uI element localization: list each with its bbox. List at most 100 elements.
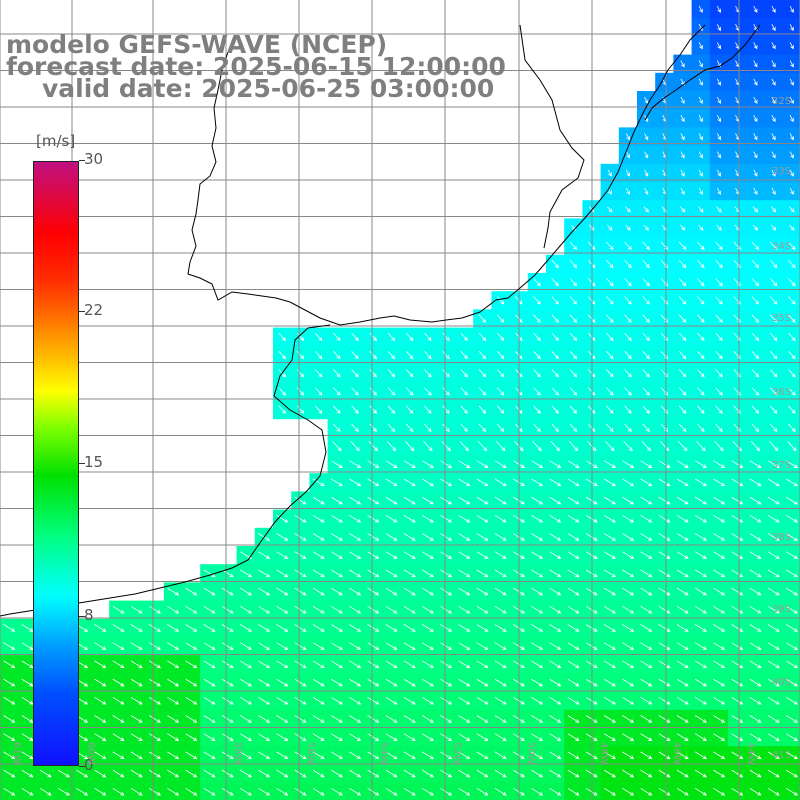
wind-arrow bbox=[403, 496, 416, 505]
wind-arrow bbox=[57, 769, 70, 778]
wind-arrow bbox=[694, 769, 707, 778]
wind-arrow bbox=[642, 350, 650, 360]
wind-arrow bbox=[640, 569, 653, 578]
wind-arrow bbox=[698, 96, 703, 104]
wind-arrow bbox=[694, 569, 707, 578]
wind-arrow bbox=[312, 678, 325, 687]
wind-arrow bbox=[221, 733, 234, 741]
wind-arrow bbox=[549, 587, 562, 596]
wind-arrow bbox=[312, 569, 325, 578]
wind-cell bbox=[782, 72, 800, 92]
wind-arrow bbox=[567, 460, 580, 468]
wind-arrow bbox=[330, 587, 343, 596]
wind-arrow bbox=[716, 169, 721, 177]
wind-arrow bbox=[788, 350, 796, 360]
wind-arrow bbox=[423, 440, 433, 452]
wind-arrow bbox=[387, 423, 396, 433]
wind-arrow bbox=[494, 642, 507, 650]
wind-arrow bbox=[644, 169, 649, 177]
wind-arrow bbox=[551, 369, 559, 378]
wind-arrow bbox=[771, 60, 776, 68]
wind-arrow bbox=[549, 514, 562, 523]
wind-arrow bbox=[644, 96, 649, 104]
longitude-label: 52W bbox=[451, 742, 462, 765]
wind-arrow bbox=[622, 660, 635, 669]
wind-arrow bbox=[167, 787, 180, 796]
wind-arrow bbox=[403, 569, 416, 578]
wind-arrow bbox=[676, 478, 689, 487]
wind-arrow bbox=[549, 696, 562, 705]
wind-arrow bbox=[367, 460, 380, 468]
wind-arrow bbox=[440, 696, 453, 705]
wind-arrow bbox=[607, 206, 613, 213]
wind-arrow bbox=[603, 551, 616, 559]
wind-arrow bbox=[788, 259, 796, 269]
wind-arrow bbox=[333, 369, 341, 378]
wind-arrow bbox=[476, 624, 489, 632]
wind-arrow bbox=[658, 460, 671, 468]
wind-arrow bbox=[640, 587, 653, 596]
wind-arrow bbox=[458, 496, 471, 505]
wind-arrow bbox=[549, 551, 562, 559]
wind-arrow bbox=[676, 751, 689, 760]
wind-arrow bbox=[460, 369, 468, 378]
wind-arrow bbox=[424, 387, 432, 396]
wind-arrow bbox=[767, 642, 780, 650]
wind-arrow bbox=[385, 460, 398, 468]
wind-arrow bbox=[112, 605, 125, 614]
wind-arrow bbox=[403, 751, 416, 760]
wind-arrow bbox=[94, 787, 107, 796]
wind-arrow bbox=[678, 259, 687, 269]
wind-cell bbox=[673, 782, 693, 800]
wind-arrow bbox=[658, 569, 671, 578]
wind-arrow bbox=[694, 587, 707, 596]
wind-arrow bbox=[789, 42, 794, 50]
wind-arrow bbox=[476, 514, 489, 523]
wind-arrow bbox=[367, 496, 380, 505]
wind-arrow bbox=[658, 660, 671, 669]
wind-arrow bbox=[203, 569, 216, 578]
wind-cell bbox=[782, 728, 800, 747]
wind-arrow bbox=[789, 60, 794, 68]
wind-arrow bbox=[624, 296, 632, 305]
wind-arrow bbox=[278, 387, 286, 396]
wind-arrow bbox=[258, 715, 271, 723]
wind-cell bbox=[782, 382, 800, 401]
wind-arrow bbox=[349, 478, 362, 487]
wind-arrow bbox=[785, 642, 798, 650]
wind-arrow bbox=[531, 715, 544, 723]
wind-arrow bbox=[567, 587, 580, 596]
wind-arrow bbox=[606, 332, 614, 342]
wind-arrow bbox=[421, 478, 434, 487]
wind-arrow bbox=[440, 533, 453, 541]
wind-arrow bbox=[731, 605, 744, 614]
wind-cell bbox=[728, 782, 747, 800]
wind-arrow bbox=[112, 660, 125, 669]
wind-cell bbox=[527, 782, 547, 800]
wind-arrow bbox=[330, 533, 343, 541]
wind-arrow bbox=[623, 440, 633, 452]
wind-arrow bbox=[603, 605, 616, 614]
wind-arrow bbox=[185, 751, 198, 760]
latitude-label: 34S bbox=[772, 241, 792, 252]
wind-arrow bbox=[403, 605, 416, 614]
wind-cell bbox=[782, 109, 800, 128]
wind-arrow bbox=[239, 715, 252, 723]
latitude-label: 38S bbox=[772, 532, 792, 543]
wind-arrow bbox=[768, 440, 779, 452]
wind-arrow bbox=[294, 496, 307, 505]
wind-arrow bbox=[696, 440, 706, 452]
wind-arrow bbox=[713, 787, 726, 796]
wind-arrow bbox=[751, 296, 760, 305]
wind-arrow bbox=[476, 715, 489, 723]
wind-arrow bbox=[789, 169, 794, 177]
wind-arrow bbox=[112, 715, 125, 723]
wind-arrow bbox=[405, 387, 414, 396]
wind-arrow bbox=[715, 332, 723, 342]
wind-arrow bbox=[676, 624, 689, 632]
wind-arrow bbox=[387, 405, 396, 414]
wind-arrow bbox=[680, 169, 685, 177]
wind-arrow bbox=[644, 151, 649, 159]
wind-arrow bbox=[769, 296, 778, 305]
wind-arrow bbox=[752, 224, 759, 231]
